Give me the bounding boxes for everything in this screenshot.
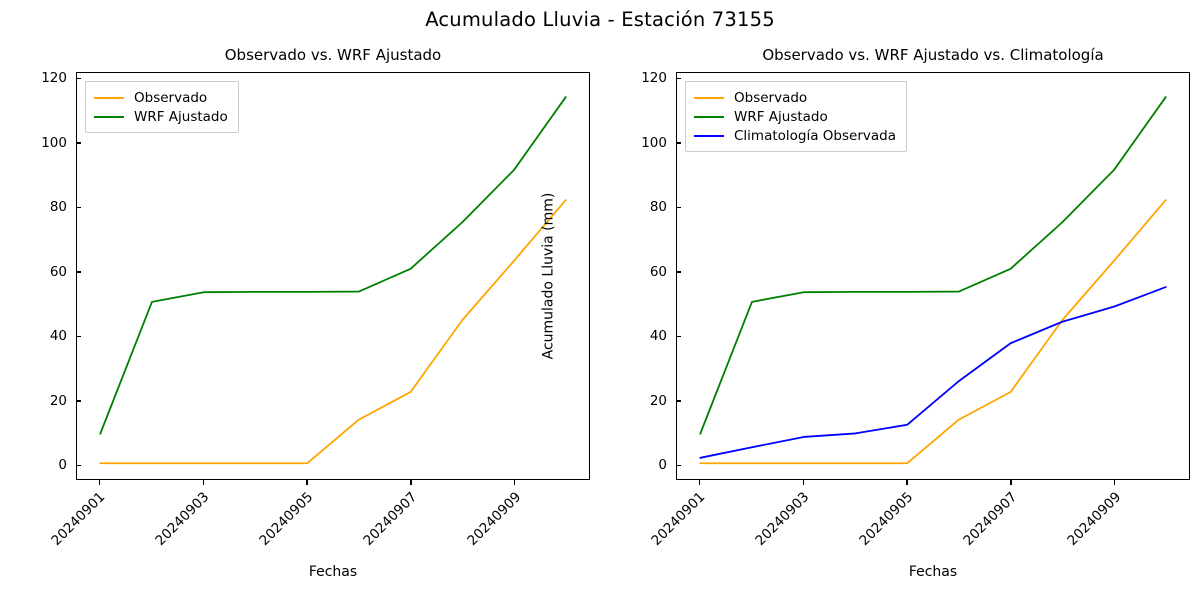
line-series: [700, 287, 1165, 458]
subplot-right-title: Observado vs. WRF Ajustado vs. Climatolo…: [762, 46, 1104, 64]
subplot-left-frame: [76, 72, 590, 480]
legend-color-swatch: [694, 134, 724, 137]
legend-label: Climatología Observada: [734, 127, 896, 144]
line-series: [100, 200, 565, 463]
legend-color-swatch: [94, 115, 124, 118]
subplot-right-ylabel: Acumulado Lluvia (mm): [540, 192, 557, 360]
legend-color-swatch: [94, 96, 124, 99]
legend-color-swatch: [694, 115, 724, 118]
subplot-left-xlabel: Fechas: [308, 564, 358, 580]
line-series: [100, 97, 565, 434]
subplot-right-lines: [677, 73, 1189, 479]
legend-label: Observado: [134, 89, 208, 106]
line-series: [700, 97, 1165, 434]
figure-title: Acumulado Lluvia - Estación 73155: [425, 8, 775, 31]
legend-entry: Climatología Observada: [694, 126, 896, 145]
legend-label: WRF Ajustado: [734, 108, 828, 125]
legend-entry: WRF Ajustado: [694, 107, 896, 126]
subplot-left-lines: [77, 73, 589, 479]
subplot-left: Observado vs. WRF Ajustado Acumulado Llu…: [41, 46, 590, 580]
line-series: [700, 200, 1165, 463]
legend-entry: Observado: [94, 88, 228, 107]
legend-label: Observado: [734, 89, 808, 106]
legend-entry: WRF Ajustado: [94, 107, 228, 126]
subplot-right: Observado vs. WRF Ajustado vs. Climatolo…: [541, 46, 1190, 580]
legend-entry: Observado: [694, 88, 896, 107]
legend-color-swatch: [694, 96, 724, 99]
subplot-right-frame: [676, 72, 1190, 480]
subplot-left-title: Observado vs. WRF Ajustado: [224, 46, 442, 64]
subplot-right-xlabel: Fechas: [908, 564, 958, 580]
legend-label: WRF Ajustado: [134, 108, 228, 125]
subplot-left-legend: Observado WRF Ajustado: [85, 81, 239, 133]
subplot-right-legend: Observado WRF Ajustado Climatología Observ…: [685, 81, 907, 152]
